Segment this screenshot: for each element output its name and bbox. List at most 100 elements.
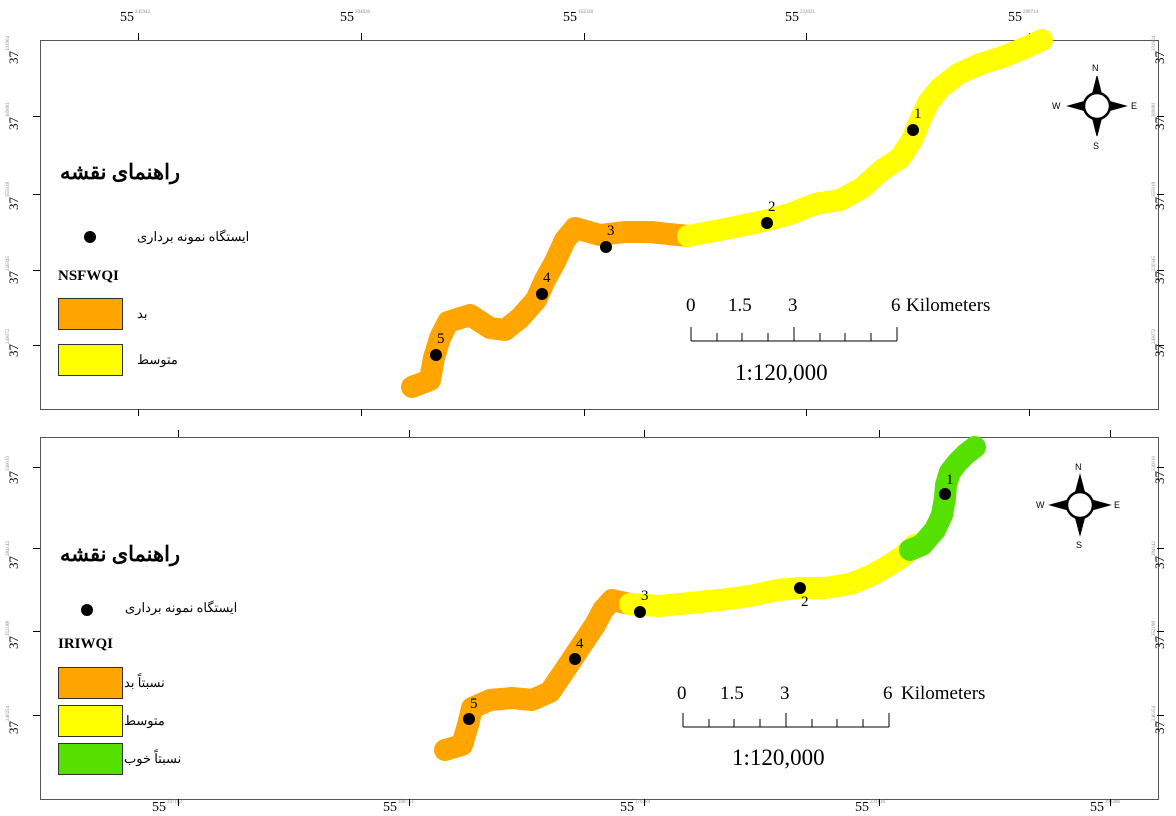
station-number: 4 — [543, 270, 551, 286]
bottom-map-lon-label: 55293386 — [1090, 800, 1120, 815]
frame-tick — [33, 270, 40, 271]
frame-tick — [178, 430, 179, 437]
scale-number: 6 — [883, 683, 893, 704]
frame-tick — [33, 715, 40, 716]
station-dot — [569, 653, 581, 665]
scale-unit: Kilometers — [901, 683, 986, 704]
station-dot — [536, 288, 548, 300]
station-dot — [600, 241, 612, 253]
bottom-map-lon-label: 55231836 — [855, 800, 885, 815]
frame-tick — [33, 345, 40, 346]
top-map-frame — [40, 40, 1159, 410]
legend-class-label: متوسط — [137, 352, 178, 367]
station-number: 2 — [801, 594, 809, 610]
bottom-map-lat-label-right: 37330010 — [1152, 456, 1167, 484]
bottom-map-lat-label: 37284142 — [6, 541, 21, 569]
scale-number: 1.5 — [720, 683, 744, 704]
top-map-lon-label: 55204836 — [340, 10, 370, 25]
frame-tick — [1157, 467, 1164, 468]
legend-swatch-medium — [58, 705, 123, 737]
station-number: 4 — [576, 636, 584, 652]
legend-station-symbol — [84, 231, 96, 243]
legend-class-label: بد — [137, 306, 148, 321]
frame-tick — [1157, 715, 1164, 716]
top-map-lon-label: 55245942 — [120, 10, 150, 25]
frame-tick — [1157, 116, 1164, 117]
legend-title: راهنمای نقشه — [60, 160, 181, 184]
station-dot — [634, 606, 646, 618]
legend-title: راهنمای نقشه — [60, 542, 181, 566]
station-dot — [761, 217, 773, 229]
bottom-map-lat-label-right: 37284142 — [1152, 541, 1167, 569]
frame-tick — [409, 430, 410, 437]
legend-swatch-medium — [58, 344, 123, 376]
scale-ratio: 1:120,000 — [735, 360, 828, 385]
compass-w: W — [1052, 101, 1061, 111]
scale-number: 1.5 — [728, 295, 752, 316]
legend-swatch-bad — [58, 298, 123, 330]
station-dot — [907, 124, 919, 136]
scale-number: 6 — [891, 295, 901, 316]
legend-class-label: متوسط — [124, 713, 165, 728]
top-map-lat-label: 37331904 — [6, 36, 21, 64]
station-number: 1 — [946, 472, 954, 488]
frame-tick — [138, 33, 139, 40]
legend-station-symbol — [81, 604, 93, 616]
frame-tick — [644, 799, 645, 806]
top-map-lat-label: 37220345 — [6, 256, 21, 284]
frame-tick — [361, 409, 362, 416]
bottom-map-lat-label: 37330010 — [6, 456, 21, 484]
frame-tick — [138, 409, 139, 416]
frame-tick — [1110, 430, 1111, 437]
top-map-lat-label-right: 37355018 — [1152, 182, 1167, 210]
frame-tick — [33, 631, 40, 632]
legend-swatch-bad — [58, 667, 123, 699]
compass-s: S — [1076, 540, 1083, 550]
legend-swatch-good — [58, 743, 123, 775]
station-number: 3 — [641, 588, 649, 604]
frame-tick — [644, 430, 645, 437]
station-dot — [463, 713, 475, 725]
station-number: 2 — [768, 199, 776, 215]
frame-tick — [1157, 631, 1164, 632]
scale-number: 3 — [780, 683, 790, 704]
frame-tick — [33, 194, 40, 195]
compass-n: N — [1092, 63, 1099, 73]
top-map-lon-label: 55163328 — [563, 10, 593, 25]
frame-tick — [806, 409, 807, 416]
bottom-map-frame — [40, 437, 1159, 800]
compass-n: N — [1075, 462, 1082, 472]
frame-tick — [879, 430, 880, 437]
frame-tick — [33, 467, 40, 468]
compass-s: S — [1093, 141, 1100, 151]
legend-station-label: ایستگاه نمونه برداری — [137, 229, 250, 244]
legend-index-name: NSFWQI — [58, 268, 119, 284]
top-map-lat-label: 37243072 — [6, 329, 21, 357]
legend-class-label: نسبتاً بد — [124, 675, 165, 690]
frame-tick — [178, 799, 179, 806]
scale-number: 0 — [686, 295, 696, 316]
station-dot — [939, 488, 951, 500]
frame-tick — [1157, 194, 1164, 195]
frame-tick — [1029, 33, 1030, 40]
frame-tick — [1157, 270, 1164, 271]
frame-tick — [584, 409, 585, 416]
bottom-map-lon-label: 55247182 — [152, 800, 182, 815]
bottom-map-lat-label: 37352188 — [6, 621, 21, 649]
bottom-map-lat-label: 37240254 — [6, 706, 21, 734]
legend-index-name: IRIWQI — [58, 636, 114, 652]
frame-tick — [33, 116, 40, 117]
frame-tick — [33, 548, 40, 549]
bottom-map-lon-label: 55108733 — [383, 800, 413, 815]
scale-ratio: 1:120,000 — [732, 745, 825, 770]
frame-tick — [1110, 799, 1111, 806]
station-dot — [430, 349, 442, 361]
top-map-lat-label: 37355018 — [6, 182, 21, 210]
frame-tick — [409, 799, 410, 806]
compass-e: E — [1114, 500, 1121, 510]
top-map-lat-label-right: 37331904 — [1152, 36, 1167, 64]
bottom-map-lon-label: 55170284 — [620, 800, 650, 815]
frame-tick — [1157, 548, 1164, 549]
top-map-lat-label: 37309081 — [6, 102, 21, 130]
bottom-map-lat-label-right: 37240254 — [1152, 706, 1167, 734]
